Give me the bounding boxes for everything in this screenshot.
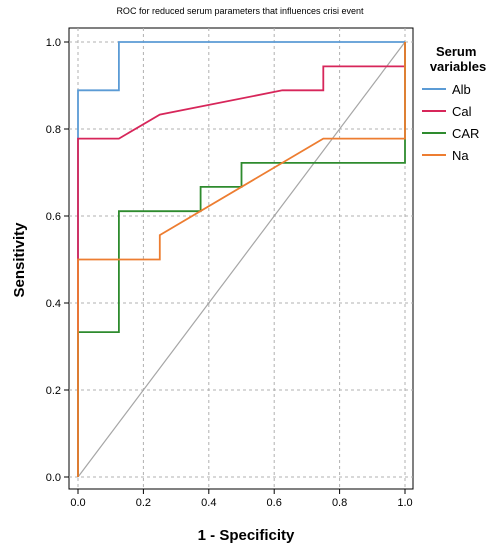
y-axis-label: Sensitivity	[11, 222, 28, 298]
legend-items: Alb Cal CAR Na	[422, 82, 479, 163]
x-axis-label: 1 - Specificity	[198, 527, 295, 544]
x-tick-label: 1.0	[397, 497, 412, 509]
y-tick-label: 0.8	[46, 124, 61, 136]
legend-label-na: Na	[452, 148, 469, 163]
y-axis-ticks: 0.0 0.2 0.4 0.6 0.8 1.0	[46, 37, 69, 484]
x-tick-label: 0.2	[136, 497, 151, 509]
y-tick-label: 0.4	[46, 298, 61, 310]
legend-title-line-2: variables	[430, 59, 486, 74]
plot-frame	[68, 27, 414, 490]
legend-label-cal: Cal	[452, 104, 472, 119]
y-tick-label: 0.6	[46, 211, 61, 223]
legend-label-alb: Alb	[452, 82, 471, 97]
legend-title-line-1: Serum	[436, 44, 476, 59]
x-tick-label: 0.0	[70, 497, 85, 509]
x-tick-label: 0.8	[332, 497, 347, 509]
reference-diagonal-line	[77, 41, 406, 478]
legend-title: Serum variables	[430, 44, 486, 74]
chart-title: ROC for reduced serum parameters that in…	[116, 6, 364, 16]
y-tick-label: 0.0	[46, 472, 61, 484]
series-group	[77, 41, 406, 477]
x-tick-label: 0.6	[267, 497, 282, 509]
legend-label-car: CAR	[452, 126, 479, 141]
x-axis-ticks: 0.0 0.2 0.4 0.6 0.8 1.0	[70, 489, 413, 509]
x-tick-label: 0.4	[201, 497, 216, 509]
y-tick-label: 0.2	[46, 385, 61, 397]
series-line-car	[77, 42, 406, 477]
series-line-na	[77, 42, 406, 477]
legend: Serum variables Alb Cal CAR Na	[422, 44, 486, 163]
y-tick-label: 1.0	[46, 37, 61, 49]
series-line-cal	[77, 42, 406, 477]
